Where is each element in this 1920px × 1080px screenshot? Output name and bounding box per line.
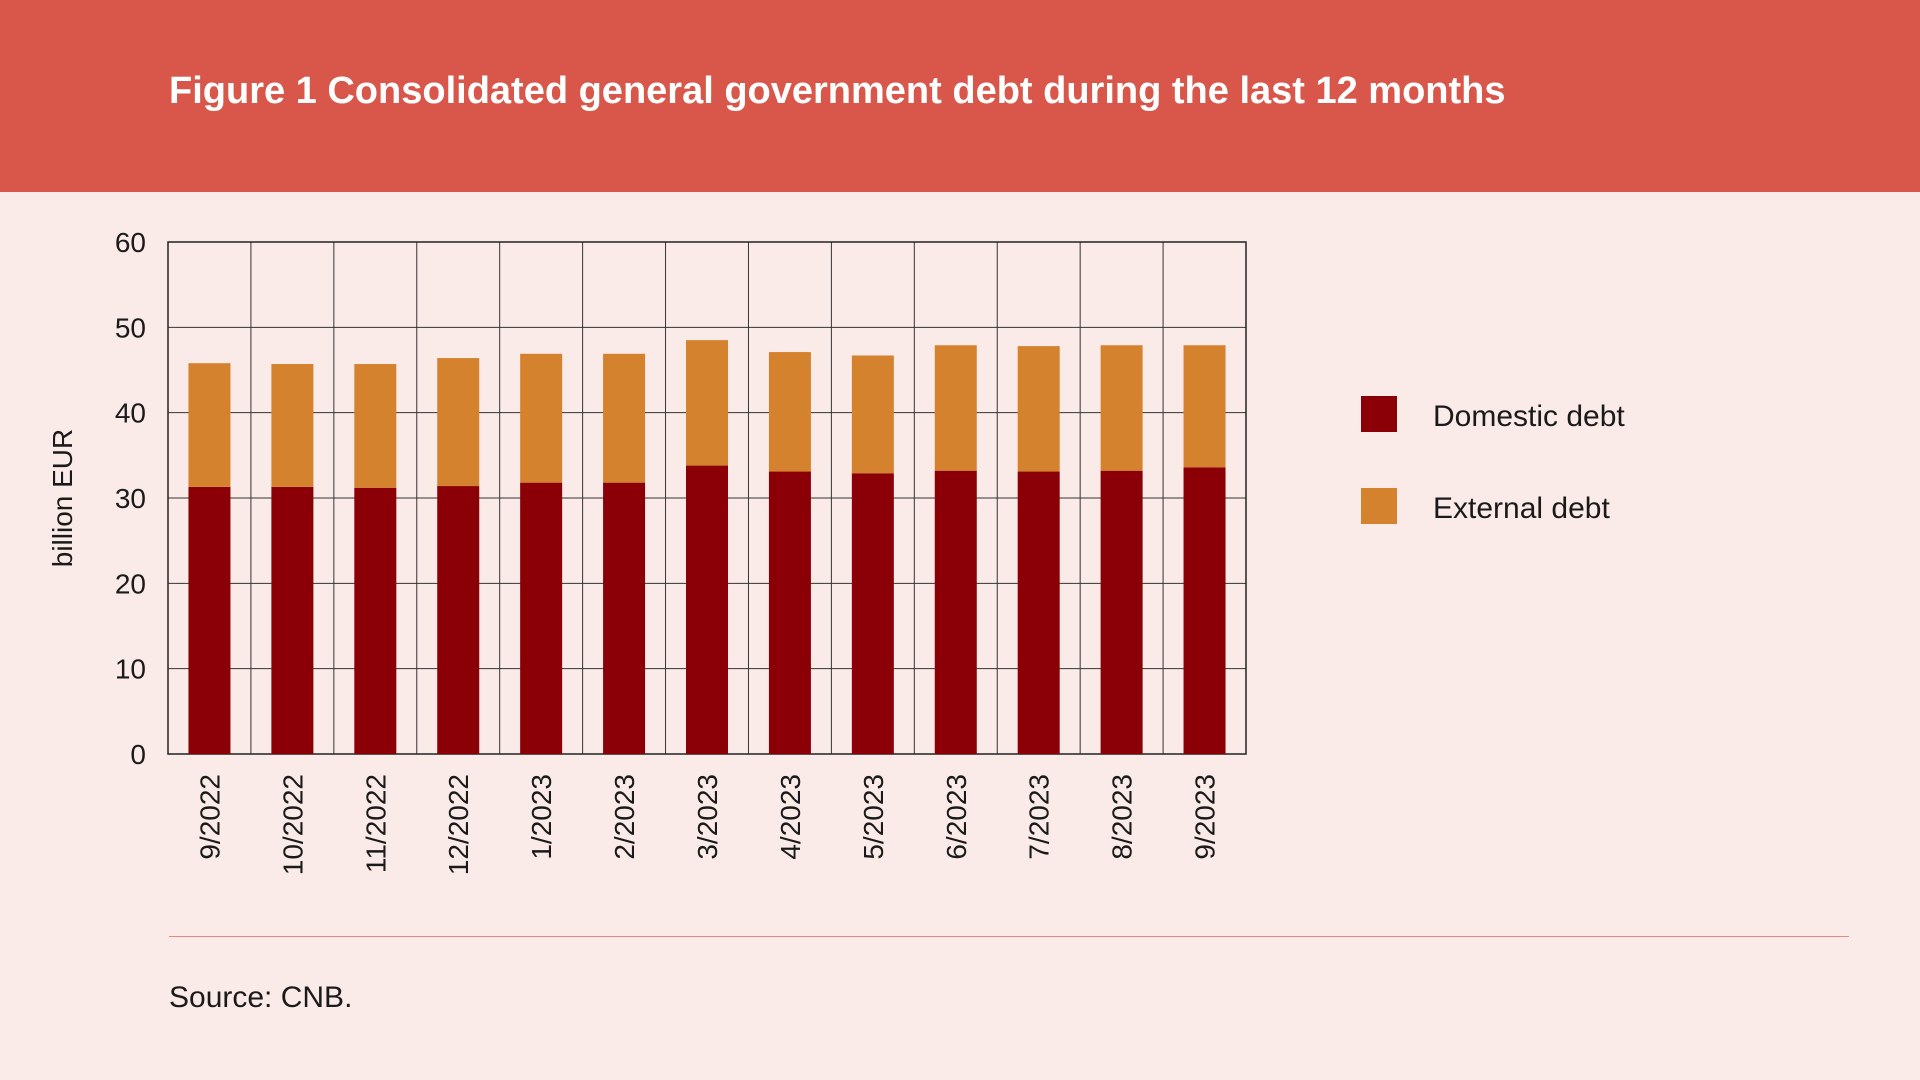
x-tick-label: 11/2022 bbox=[360, 774, 391, 873]
domestic-debt-bar bbox=[851, 473, 894, 754]
figure-header: Figure 1 Consolidated general government… bbox=[0, 0, 1920, 192]
source-note: Source: CNB. bbox=[169, 981, 353, 1014]
external-debt-bar bbox=[188, 363, 231, 487]
external-debt-bar bbox=[934, 345, 977, 471]
external-debt-bar bbox=[354, 364, 397, 488]
external-debt-bar bbox=[1017, 346, 1060, 472]
y-tick-label: 60 bbox=[115, 227, 146, 258]
external-debt-bar bbox=[520, 353, 563, 483]
legend-swatch bbox=[1361, 488, 1397, 524]
domestic-debt-bar bbox=[1183, 467, 1226, 754]
external-debt-bar bbox=[768, 352, 811, 472]
y-tick-label: 0 bbox=[130, 739, 146, 770]
legend-swatch bbox=[1361, 396, 1397, 432]
bars-layer bbox=[188, 340, 1226, 754]
x-tick-label: 9/2023 bbox=[1190, 774, 1221, 860]
legend-layer: Domestic debt External debt bbox=[1361, 396, 1625, 525]
legend-label: Domestic debt bbox=[1433, 400, 1625, 433]
external-debt-bar bbox=[603, 353, 646, 483]
x-tick-label: 7/2023 bbox=[1024, 774, 1055, 860]
domestic-debt-bar bbox=[271, 486, 314, 754]
x-tick-label: 2/2023 bbox=[609, 774, 640, 860]
domestic-debt-bar bbox=[188, 486, 231, 754]
x-tick-label: 4/2023 bbox=[775, 774, 806, 860]
x-tick-label: 10/2022 bbox=[277, 774, 308, 875]
y-axis-label: billion EUR bbox=[47, 429, 78, 568]
domestic-debt-bar bbox=[1100, 470, 1143, 754]
source-divider bbox=[169, 936, 1849, 937]
x-tick-label: 5/2023 bbox=[858, 774, 889, 860]
external-debt-bar bbox=[271, 364, 314, 487]
x-tick-label: 3/2023 bbox=[692, 774, 723, 860]
y-tick-label: 40 bbox=[115, 398, 146, 429]
y-tick-label: 20 bbox=[115, 568, 146, 599]
domestic-debt-bar bbox=[1017, 471, 1060, 754]
external-debt-bar bbox=[1100, 345, 1143, 471]
domestic-debt-bar bbox=[354, 487, 397, 754]
external-debt-bar bbox=[851, 355, 894, 474]
axis-layer: 0 10 20 30 40 50 60 9/2022 10/2022 11/2022 12/2022… bbox=[47, 227, 1221, 875]
y-tick-label: 10 bbox=[115, 654, 146, 685]
y-tick-label: 50 bbox=[115, 312, 146, 343]
domestic-debt-bar bbox=[437, 486, 480, 754]
x-tick-label: 8/2023 bbox=[1107, 774, 1138, 860]
x-tick-label: 9/2022 bbox=[194, 774, 225, 860]
y-tick-label: 30 bbox=[115, 483, 146, 514]
grid-layer bbox=[167, 241, 1247, 755]
domestic-debt-bar bbox=[768, 471, 811, 754]
domestic-debt-bar bbox=[686, 465, 728, 754]
external-debt-bar bbox=[1183, 345, 1226, 468]
domestic-debt-bar bbox=[603, 482, 646, 754]
external-debt-bar bbox=[686, 340, 728, 466]
domestic-debt-bar bbox=[520, 482, 563, 754]
external-debt-bar bbox=[437, 358, 480, 487]
x-tick-label: 6/2023 bbox=[941, 774, 972, 860]
x-tick-label: 1/2023 bbox=[526, 774, 557, 860]
debt-chart: 0 10 20 30 40 50 60 9/2022 10/2022 11/2022 12/2022… bbox=[47, 227, 1625, 875]
figure-title: Figure 1 Consolidated general government… bbox=[169, 70, 1506, 112]
x-tick-label: 12/2022 bbox=[443, 774, 474, 875]
domestic-debt-bar bbox=[934, 470, 977, 754]
legend-label: External debt bbox=[1433, 492, 1610, 525]
